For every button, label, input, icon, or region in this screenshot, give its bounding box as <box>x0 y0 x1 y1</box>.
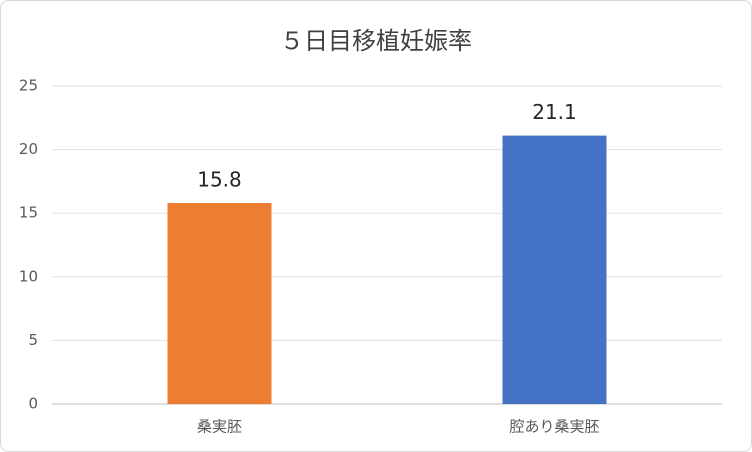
bar <box>502 135 607 404</box>
data-label: 15.8 <box>197 168 242 192</box>
y-tick-label: 15 <box>19 204 38 222</box>
y-tick-label: 10 <box>19 267 38 285</box>
y-tick-label: 20 <box>19 140 38 158</box>
x-tick-label: 腔あり桑実胚 <box>509 418 599 436</box>
y-tick-label: 5 <box>28 331 38 349</box>
bar <box>167 203 272 404</box>
chart-title: ５日目移植妊娠率 <box>280 27 472 55</box>
y-tick-label: 0 <box>28 395 38 413</box>
x-tick-label: 桑実胚 <box>197 418 242 436</box>
data-label: 21.1 <box>532 100 577 124</box>
y-tick-label: 25 <box>19 77 38 95</box>
